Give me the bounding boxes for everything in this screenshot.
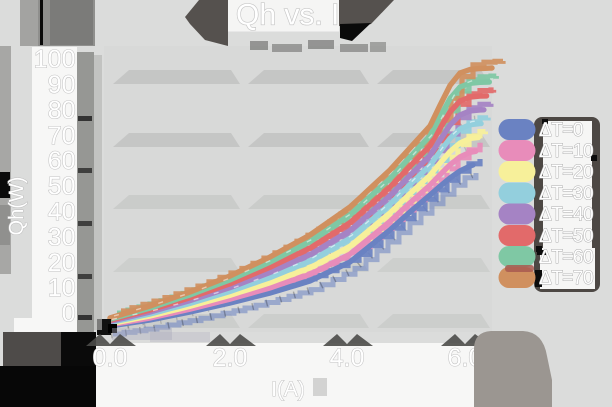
svg-text:70: 70 [48, 122, 76, 150]
svg-text:Qh vs. I: Qh vs. I [236, 0, 339, 32]
svg-text:I(A): I(A) [271, 378, 305, 401]
svg-text:ΔT=70: ΔT=70 [539, 268, 593, 289]
svg-text:0: 0 [62, 300, 76, 328]
svg-text:50: 50 [48, 173, 76, 201]
svg-text:ΔT=30: ΔT=30 [539, 184, 593, 205]
svg-text:4.0: 4.0 [330, 344, 365, 372]
svg-text:2.0: 2.0 [213, 344, 248, 372]
svg-text:100: 100 [34, 46, 76, 74]
svg-text:20: 20 [48, 249, 76, 277]
svg-text:60: 60 [48, 147, 76, 175]
svg-text:ΔT=40: ΔT=40 [539, 205, 593, 226]
svg-text:90: 90 [48, 71, 76, 99]
svg-text:Qh(W): Qh(W) [6, 177, 28, 236]
svg-text:ΔT=10: ΔT=10 [539, 141, 593, 162]
svg-text:80: 80 [48, 96, 76, 124]
svg-text:30: 30 [48, 223, 76, 251]
svg-text:ΔT=60: ΔT=60 [539, 247, 593, 268]
svg-text:ΔT=0: ΔT=0 [539, 120, 583, 141]
svg-text:0.0: 0.0 [93, 344, 128, 372]
svg-text:10: 10 [48, 274, 76, 302]
svg-text:ΔT=50: ΔT=50 [539, 226, 593, 247]
svg-text:40: 40 [48, 198, 76, 226]
svg-text:ΔT=20: ΔT=20 [539, 162, 593, 183]
